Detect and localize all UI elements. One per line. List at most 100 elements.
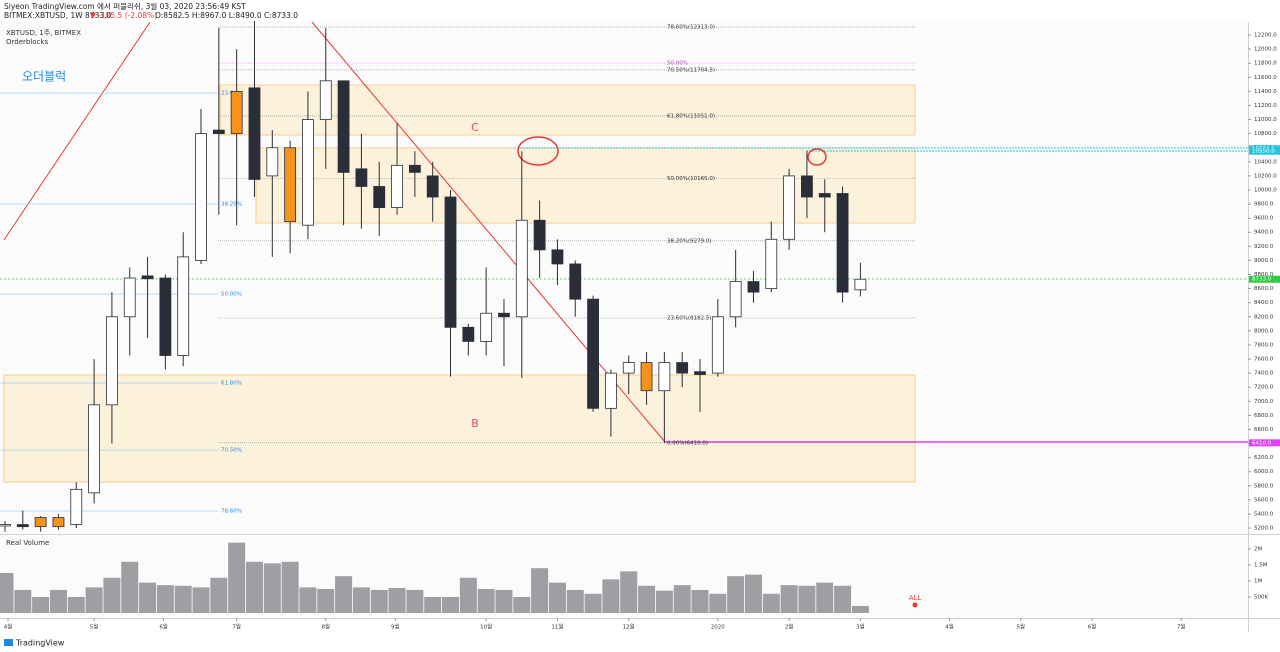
y-tick-label: 2M	[1254, 547, 1262, 553]
y-tick-label: 6000.0	[1254, 469, 1274, 475]
fib-label: 61.80%	[221, 381, 242, 387]
candle-body	[248, 87, 261, 180]
volume-bar	[85, 587, 103, 613]
candle-body	[34, 517, 47, 528]
volume-title: Real Volume	[6, 539, 49, 547]
x-tick-label: 2월	[785, 623, 794, 631]
y-tick-label: 7800.0	[1254, 342, 1274, 348]
candle-body	[783, 175, 796, 240]
fib-label: 50.00%	[221, 292, 242, 298]
annotation: ALL	[909, 594, 922, 602]
candle-body	[88, 404, 100, 494]
candle-body	[319, 80, 332, 120]
volume-bar	[531, 568, 549, 613]
volume-bar	[335, 576, 353, 613]
volume-bar	[442, 597, 460, 613]
candle-body	[391, 164, 403, 208]
volume-bar	[691, 589, 709, 613]
x-tick-label: 7월	[1177, 623, 1186, 631]
price-pane	[0, 22, 1248, 533]
candle-body	[141, 275, 154, 280]
candle-body	[818, 193, 831, 198]
volume-bar	[299, 587, 317, 613]
x-tick-label: 12월	[623, 623, 635, 631]
x-tick-label: 5월	[1017, 623, 1026, 631]
candle-body	[123, 277, 136, 318]
price-tag	[1249, 439, 1280, 447]
orderblock-zone	[255, 147, 916, 224]
x-tick-label: 10월	[480, 623, 492, 631]
candle-body	[658, 362, 671, 392]
fib-label: 23.6	[221, 91, 234, 97]
y-tick-label: 10200.0	[1254, 173, 1277, 179]
volume-bar	[263, 563, 281, 613]
volume-bar	[673, 585, 691, 613]
symbol-info: BITMEX:XBTUSD, 1W 8733.0	[4, 11, 112, 20]
candle-body	[854, 278, 867, 291]
y-tick-label: 8400.0	[1254, 300, 1274, 306]
candle-body	[106, 316, 118, 406]
candle-body	[676, 362, 689, 374]
volume-bar	[388, 588, 406, 613]
candle-body	[426, 175, 439, 198]
y-tick-label: 10800.0	[1254, 131, 1277, 137]
candle-body	[533, 219, 546, 251]
volume-bar	[317, 589, 335, 613]
highlight-circle	[517, 136, 559, 166]
volume-bar	[602, 579, 620, 613]
volume-bar	[762, 593, 780, 613]
volume-bar	[139, 582, 157, 613]
y-tick-label: 11800.0	[1254, 61, 1277, 67]
y-tick-label: 11400.0	[1254, 89, 1277, 95]
volume-bar	[584, 593, 602, 613]
highlight-circle	[807, 148, 827, 166]
candle-body	[0, 524, 11, 527]
x-tick-label: 6월	[1088, 623, 1097, 631]
y-tick-label: 8200.0	[1254, 314, 1274, 320]
y-tick-label: 7400.0	[1254, 371, 1274, 377]
volume-bar	[210, 577, 228, 613]
y-tick-label: 9600.0	[1254, 216, 1274, 222]
candle-body	[747, 281, 760, 293]
candle-body	[729, 281, 742, 318]
candle-body	[212, 129, 225, 135]
y-tick-label: 7600.0	[1254, 357, 1274, 363]
ohlc-info: O:8582.5 H:8967.0 L:8490.0 C:8733.0	[155, 11, 298, 20]
volume-bar	[352, 587, 370, 613]
legend-symbol: XBTUSD, 1주, BITMEX	[6, 29, 81, 37]
y-tick-label: 6600.0	[1254, 427, 1274, 433]
volume-bar	[477, 589, 495, 613]
fib-label: 78.60%(12313.0)	[667, 25, 715, 31]
fib-label: 61.80%(11051.0)	[667, 113, 715, 119]
candle-body	[408, 164, 421, 173]
orderblock-zone	[3, 374, 916, 483]
x-tick-label: 5월	[90, 623, 99, 631]
fib-label: 78.60%	[221, 509, 242, 515]
candle-body	[480, 312, 493, 342]
volume-bar	[655, 590, 673, 613]
x-tick-label: 4월	[945, 623, 954, 631]
price-tag	[1249, 147, 1280, 155]
volume-bar	[459, 577, 477, 613]
x-tick-label: 7월	[232, 623, 241, 631]
fib-label: 50.00%(10165.0)	[667, 176, 715, 182]
orderblock-zone	[219, 84, 916, 136]
volume-bar	[245, 561, 263, 613]
volume-bar	[834, 585, 852, 613]
marker	[912, 602, 918, 608]
price-tag-label: 10550.0	[1252, 149, 1275, 155]
y-tick-label: 5200.0	[1254, 526, 1274, 532]
volume-bar	[281, 561, 299, 613]
y-tick-label: 11000.0	[1254, 117, 1277, 123]
volume-bar	[851, 605, 869, 613]
y-tick-label: 7000.0	[1254, 399, 1274, 405]
volume-bar	[513, 597, 531, 613]
volume-bar	[174, 585, 192, 613]
candle-body	[515, 219, 528, 318]
volume-bar	[0, 573, 14, 613]
x-tick-label: 2020	[711, 625, 725, 631]
publish-info: Siyeon TradingView.com 에서 퍼블리쉬, 3월 03, 2…	[4, 1, 246, 11]
logo-text: TradingView	[15, 639, 65, 648]
candle-body	[70, 488, 83, 525]
volume-bar	[816, 582, 834, 613]
